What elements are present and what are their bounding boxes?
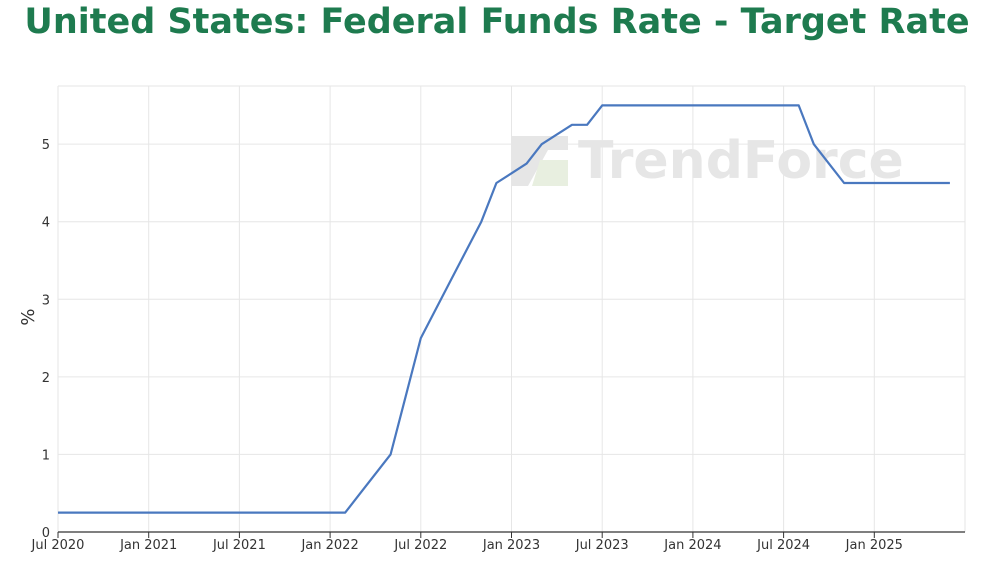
y-tick-label: 3	[42, 293, 50, 308]
x-tick-label: Jan 2023	[482, 538, 540, 553]
x-axis-ticks: Jul 2020 Jan 2021 Jul 2021 Jan 2022 Jul 2022…	[31, 532, 903, 553]
chart-title: United States: Federal Funds Rate - Targ…	[24, 2, 970, 42]
grid-lines	[57, 85, 966, 532]
y-tick-label: 2	[42, 371, 50, 386]
x-tick-label: Jul 2021	[212, 538, 266, 553]
watermark-text: TrendForce	[578, 131, 904, 191]
y-tick-label: 4	[42, 216, 50, 231]
x-tick-label: Jul 2022	[393, 538, 447, 553]
y-tick-label: 0	[42, 526, 50, 541]
x-tick-label: Jan 2021	[119, 538, 177, 553]
y-axis-label: %	[18, 308, 39, 325]
x-tick-label: Jan 2025	[845, 538, 903, 553]
series-line	[58, 104, 950, 514]
x-tick-label: Jul 2023	[575, 538, 629, 553]
trendforce-logo-icon	[512, 136, 568, 186]
x-tick-label: Jul 2020	[31, 538, 85, 553]
x-tick-label: Jan 2022	[300, 538, 358, 553]
x-tick-label: Jan 2024	[663, 538, 721, 553]
y-tick-label: 5	[42, 138, 50, 153]
y-axis-ticks: 0 1 2 3 4 5	[42, 138, 50, 541]
y-tick-label: 1	[42, 448, 50, 463]
watermark: TrendForce	[512, 131, 904, 191]
x-tick-label: Jul 2024	[756, 538, 810, 553]
